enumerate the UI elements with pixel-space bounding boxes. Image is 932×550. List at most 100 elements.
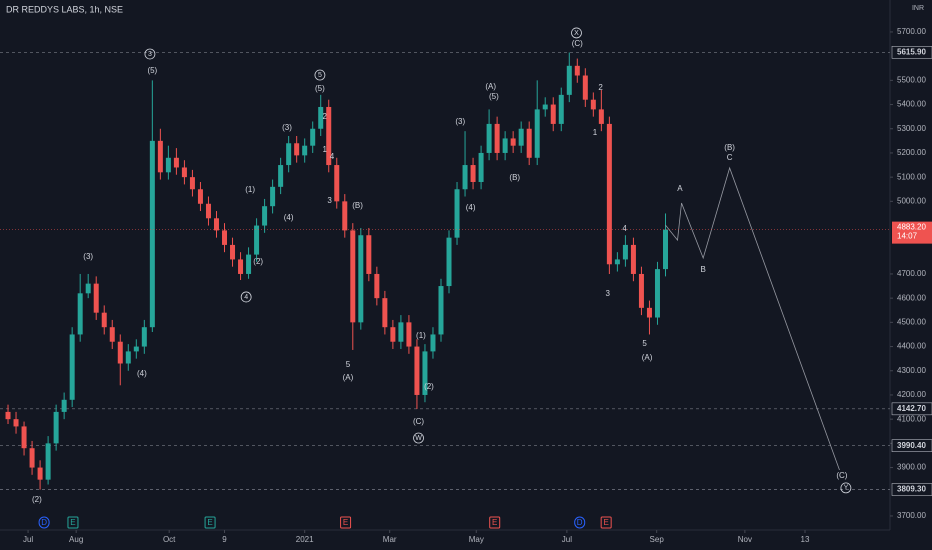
- candle-body: [502, 138, 508, 153]
- wave-label: (5): [147, 66, 157, 75]
- candle-body: [254, 225, 260, 255]
- x-tick-label: Nov: [738, 535, 752, 544]
- candle-body: [374, 273, 380, 299]
- wave-label: (4): [466, 203, 476, 212]
- event-badge: [340, 516, 352, 529]
- candle-body: [286, 143, 292, 166]
- x-tick-label: 9: [222, 535, 227, 544]
- wave-label: 2: [323, 112, 328, 121]
- candle-body: [366, 235, 372, 274]
- candle-body: [430, 334, 436, 352]
- candle-body: [510, 138, 516, 146]
- candle-body: [350, 230, 356, 323]
- wave-label: (A): [343, 373, 354, 382]
- candle-body: [93, 283, 99, 313]
- wave-label: 1: [593, 128, 598, 137]
- candle-body: [270, 186, 276, 207]
- candle-body: [590, 99, 596, 110]
- wave-label: Y: [844, 485, 849, 492]
- wave-label: 5: [642, 339, 647, 348]
- wave-label: 4: [330, 152, 335, 161]
- wave-label: (2): [424, 382, 434, 391]
- y-tick-label: 3700.00: [897, 511, 926, 520]
- level-label: 3809.30: [897, 485, 926, 494]
- candle-body: [662, 229, 668, 270]
- chart-title: DR REDDYS LABS, 1h, NSE: [6, 4, 123, 14]
- y-tick-label: 5200.00: [897, 148, 926, 157]
- y-tick-label: 5400.00: [897, 100, 926, 109]
- candle-body: [246, 254, 252, 274]
- event-badge: [574, 516, 586, 529]
- candle-body: [45, 443, 51, 480]
- wave-label: 3: [606, 289, 611, 298]
- last-price-label: 4883.20: [897, 223, 926, 232]
- candle-body: [181, 167, 187, 178]
- x-tick-label: May: [469, 535, 484, 544]
- candle-body: [470, 165, 476, 182]
- y-tick-label: 3900.00: [897, 463, 926, 472]
- wave-label: (1): [245, 185, 255, 194]
- wave-label: (1): [416, 331, 426, 340]
- candle-body: [358, 235, 364, 323]
- candle-body: [213, 218, 219, 231]
- event-label: E: [603, 518, 608, 527]
- wave-label: 4: [244, 294, 248, 301]
- event-badge: [489, 516, 501, 529]
- candle-body: [414, 346, 420, 395]
- x-tick-label: Sep: [650, 535, 665, 544]
- candle-body: [165, 157, 171, 173]
- candle-body: [294, 143, 300, 156]
- candle-body: [149, 140, 155, 328]
- candle-body: [438, 286, 444, 335]
- candle-body: [222, 230, 228, 245]
- wave-label: (A): [642, 353, 653, 362]
- event-label: E: [207, 518, 212, 527]
- candle-body: [606, 123, 612, 265]
- y-tick-label: 4700.00: [897, 269, 926, 278]
- candle-body: [654, 269, 660, 318]
- candle-body: [21, 426, 27, 449]
- candle-body: [566, 65, 572, 95]
- candle-body: [494, 123, 500, 153]
- x-tick-label: Aug: [69, 535, 83, 544]
- candle-body: [574, 65, 580, 76]
- wave-label: W: [415, 435, 422, 442]
- wave-label: (C): [572, 39, 583, 48]
- wave-label: 3: [327, 196, 332, 205]
- candle-body: [406, 322, 412, 347]
- wave-label: B: [701, 265, 706, 274]
- level-label: 3990.40: [897, 441, 926, 450]
- candle-body: [29, 448, 35, 468]
- candle-body: [5, 411, 11, 420]
- candle-body: [454, 189, 460, 238]
- wave-label: (C): [836, 471, 847, 480]
- wave-label: (C): [413, 417, 424, 426]
- wave-label: (B): [509, 173, 520, 182]
- candle-body: [77, 293, 83, 335]
- wave-label: (2): [32, 495, 42, 504]
- event-label: E: [492, 518, 497, 527]
- y-tick-label: 5700.00: [897, 27, 926, 36]
- event-badge: [67, 516, 79, 529]
- candle-body: [542, 104, 548, 110]
- x-tick-label: 2021: [296, 535, 314, 544]
- wave-circle: [571, 27, 582, 39]
- candle-body: [13, 419, 19, 427]
- candle-body: [197, 189, 203, 204]
- candle-body: [598, 109, 604, 124]
- candle-body: [518, 128, 524, 146]
- y-tick-label: 5300.00: [897, 124, 926, 133]
- candle-body: [318, 106, 324, 129]
- candle-body: [462, 165, 468, 190]
- candle-body: [582, 75, 588, 100]
- x-tick-label: Oct: [163, 535, 176, 544]
- level-label: 4142.70: [897, 404, 926, 413]
- candle-body: [173, 157, 179, 168]
- wave-label: 1: [323, 145, 328, 154]
- candle-body: [334, 165, 340, 202]
- candle-body: [125, 351, 131, 364]
- currency: INR: [912, 5, 924, 12]
- wave-circle: [840, 482, 852, 494]
- x-tick-label: Jul: [562, 535, 572, 544]
